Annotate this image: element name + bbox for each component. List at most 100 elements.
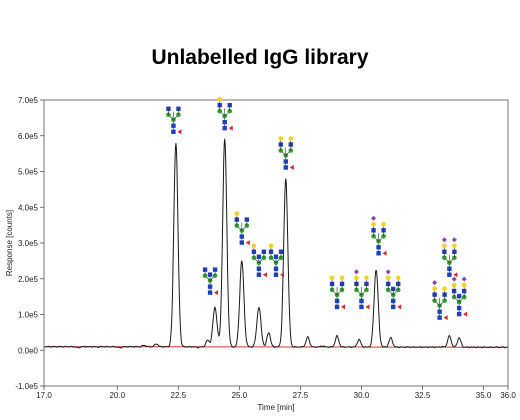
galactose-circle-icon [451, 282, 457, 288]
x-tick-label: 35.0 [476, 391, 492, 400]
glycan-structure-icon [385, 269, 402, 310]
fucose-triangle-icon [341, 304, 346, 310]
y-tick-label: 7.0e5 [18, 96, 39, 105]
hexnac-square-icon [456, 293, 462, 299]
hexnac-square-icon [334, 304, 340, 310]
hexnac-square-icon [171, 123, 176, 128]
hexnac-square-icon [391, 298, 396, 304]
hexnac-square-icon [207, 284, 213, 289]
y-tick-label: 1.0e5 [18, 311, 39, 320]
hexnac-square-icon [456, 311, 462, 317]
glycan-structure-icon [371, 215, 387, 256]
x-tick-label: 27.5 [293, 391, 309, 400]
hexnac-square-icon [273, 254, 279, 259]
x-tick-label: 36.0 [500, 391, 516, 400]
hexnac-square-icon [222, 125, 227, 131]
glycan-structure-icon [268, 243, 284, 278]
x-axis-label: Time [min] [257, 403, 294, 412]
y-tick-label: 2.0e5 [18, 275, 39, 284]
hexnac-square-icon [376, 245, 381, 250]
hexnac-square-icon [376, 251, 381, 256]
hexnac-square-icon [239, 240, 245, 245]
fucose-triangle-icon [382, 250, 387, 256]
y-axis-label: Response [counts] [5, 210, 14, 276]
mannose-circle-icon [432, 298, 437, 303]
hexnac-square-icon [359, 304, 364, 310]
galactose-circle-icon [251, 243, 257, 249]
galactose-circle-icon [364, 275, 369, 281]
hexnac-square-icon [239, 234, 245, 239]
fucose-triangle-icon [228, 125, 233, 131]
glycan-structure-icon [234, 211, 250, 246]
y-tick-label: -1.0e5 [15, 382, 38, 391]
x-tick-label: 22.5 [171, 391, 187, 400]
hexnac-square-icon [456, 305, 462, 311]
x-tick-label: 20.0 [109, 391, 125, 400]
fucose-triangle-icon [280, 272, 284, 278]
hexnac-square-icon [334, 298, 340, 304]
y-tick-label: 6.0e5 [18, 132, 39, 141]
glycan-structure-icon [329, 275, 346, 310]
glycan-structure-icon [278, 136, 294, 170]
sialic-diamond-icon [451, 276, 457, 282]
sialic-diamond-icon [441, 237, 447, 243]
plot-frame [43, 99, 509, 387]
galactose-circle-icon [371, 222, 376, 227]
glycan-structure-icon [441, 237, 458, 278]
hexnac-square-icon [222, 119, 227, 125]
chart-title: Unlabelled IgG library [151, 46, 369, 69]
fucose-triangle-icon [397, 304, 402, 310]
y-tick-label: 3.0e5 [18, 239, 39, 248]
x-tick-label: 30.0 [354, 391, 370, 400]
glycan-structure-icon [353, 269, 370, 310]
fucose-triangle-icon [443, 315, 448, 321]
hexnac-square-icon [447, 272, 452, 277]
fucose-triangle-icon [289, 165, 294, 170]
mannose-circle-icon [442, 298, 447, 303]
galactose-circle-icon [395, 275, 401, 281]
sialic-diamond-icon [461, 276, 467, 282]
hexnac-square-icon [273, 272, 279, 277]
sialic-diamond-icon [451, 237, 457, 243]
galactose-circle-icon [268, 243, 274, 249]
galactose-circle-icon [452, 243, 457, 249]
galactose-circle-icon [385, 275, 391, 281]
x-tick-label: 17.0 [36, 391, 52, 400]
fucose-triangle-icon [453, 272, 458, 278]
galactose-circle-icon [288, 136, 294, 141]
sialic-diamond-icon [353, 269, 359, 275]
hexnac-square-icon [273, 266, 279, 271]
galactose-circle-icon [339, 275, 345, 281]
glycan-structure-icon [166, 106, 182, 135]
galactose-circle-icon [461, 282, 467, 288]
sialic-diamond-icon [385, 269, 391, 275]
hexnac-square-icon [256, 254, 262, 259]
hexnac-square-icon [207, 272, 213, 277]
y-tick-label: 4.0e5 [18, 203, 39, 212]
hexnac-square-icon [283, 159, 288, 164]
sialic-diamond-icon [371, 215, 377, 221]
galactose-circle-icon [432, 286, 437, 291]
hexnac-square-icon [283, 165, 288, 170]
glycan-structure-icon [432, 280, 448, 321]
galactose-circle-icon [217, 96, 223, 102]
hexnac-square-icon [359, 298, 364, 304]
fucose-triangle-icon [177, 129, 182, 135]
galactose-circle-icon [329, 275, 335, 281]
fucose-triangle-icon [214, 290, 219, 296]
galactose-circle-icon [442, 243, 447, 249]
y-tick-label: 5.0e5 [18, 168, 39, 177]
glycan-structure-icon [217, 96, 233, 131]
y-tick-label: 0.0e0 [18, 346, 39, 355]
chromatogram-trace [44, 138, 508, 349]
galactose-circle-icon [354, 275, 359, 281]
galactose-circle-icon [234, 211, 240, 216]
fucose-triangle-icon [463, 311, 468, 317]
x-tick-label: 32.5 [415, 391, 431, 400]
fucose-triangle-icon [262, 272, 267, 278]
hexnac-square-icon [447, 266, 452, 271]
hexnac-square-icon [437, 315, 442, 320]
sialic-diamond-icon [432, 280, 438, 286]
hexnac-square-icon [207, 290, 213, 295]
fucose-triangle-icon [365, 304, 370, 310]
